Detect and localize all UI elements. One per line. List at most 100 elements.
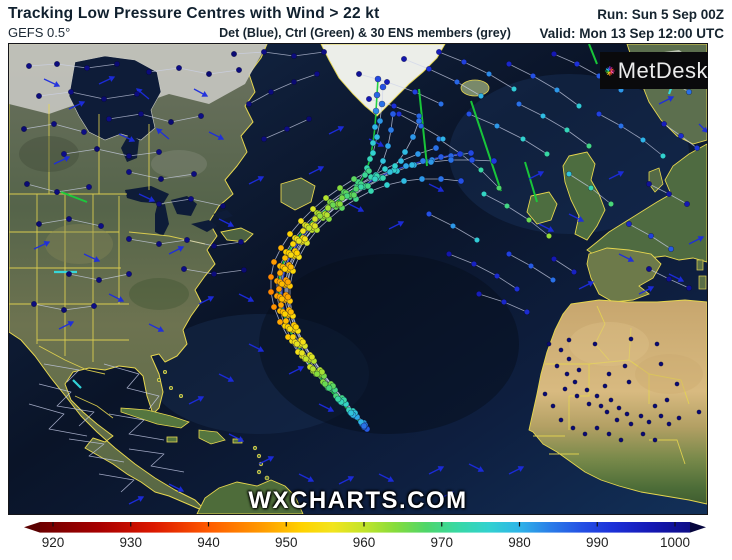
- colorbar-tick: [285, 522, 287, 527]
- ens-track-line: [598, 113, 664, 157]
- storm-centre-dot: [409, 133, 417, 141]
- colorbar-tick: [52, 522, 54, 527]
- low-centre-dot: [465, 111, 472, 118]
- ocean-shade-ne: [449, 74, 689, 234]
- wind-vector-icon: [43, 78, 61, 88]
- low-centre-dot: [65, 216, 72, 223]
- low-centre-dot: [168, 119, 175, 126]
- wind-vector-icon: [528, 171, 545, 180]
- storm-centre-dot: [350, 191, 358, 199]
- low-centre-dot: [645, 266, 652, 273]
- wind-vector-icon: [468, 463, 485, 472]
- colorbar-label: 940: [197, 535, 220, 550]
- low-centre-dot: [607, 201, 614, 208]
- det-centre-dot: [329, 201, 337, 209]
- det-centre-dot: [295, 237, 303, 245]
- low-centre-dot: [400, 56, 407, 63]
- weak-track-line: [103, 363, 160, 410]
- low-centre-dot: [30, 300, 37, 307]
- africa-low-dot: [592, 341, 598, 347]
- low-centre-dot: [35, 92, 42, 99]
- det-centre-dot: [371, 175, 379, 183]
- land-ireland: [526, 191, 558, 225]
- weak-track-line: [128, 448, 185, 473]
- ens-track-line: [358, 73, 442, 105]
- weak-track-line: [28, 403, 88, 437]
- wind-vector-icon: [438, 491, 455, 500]
- wind-vector-icon: [538, 223, 555, 232]
- africa-low-dot: [640, 431, 646, 437]
- low-centre-dot: [453, 78, 460, 85]
- wind-vector-icon: [318, 403, 335, 412]
- africa-low-dot: [626, 379, 632, 385]
- storm-centre-dot: [270, 258, 278, 266]
- africa-low-dot: [542, 391, 548, 397]
- low-centre-dot: [395, 111, 402, 118]
- wind-vector-icon: [136, 88, 150, 100]
- ctrl-segment: [524, 161, 538, 203]
- storm-centre-dot: [293, 249, 301, 257]
- africa-low-dot: [604, 409, 610, 415]
- wind-vector-icon: [83, 253, 101, 263]
- colorbar-right-arrow: [690, 522, 706, 533]
- det-centre-dot: [456, 150, 464, 158]
- low-centre-dot: [114, 60, 121, 67]
- land-south-america: [196, 479, 304, 514]
- storm-centre-dot: [408, 161, 416, 169]
- low-centre-dot: [550, 51, 557, 58]
- storm-centre-dot: [284, 278, 292, 286]
- low-centre-dot: [126, 169, 133, 176]
- ctrl-centre-dot: [275, 285, 283, 293]
- ens-track-line: [438, 51, 515, 90]
- wind-vector-icon: [248, 343, 265, 352]
- colorbar-tick: [207, 522, 210, 527]
- low-centre-dot: [685, 285, 692, 292]
- africa-low-dot: [674, 381, 680, 387]
- ctrl-centre-dot: [372, 107, 380, 115]
- low-centre-dot: [667, 246, 674, 253]
- det-centre-dot: [437, 153, 445, 161]
- low-centre-dot: [126, 236, 133, 243]
- africa-low-dot: [652, 437, 658, 443]
- map-canvas: MetDesk WXCHARTS.COM: [8, 43, 708, 515]
- ctrl-centre-dot: [352, 185, 360, 193]
- low-centre-dot: [439, 136, 446, 143]
- low-centre-dot: [246, 100, 253, 107]
- low-centre-dot: [261, 49, 268, 56]
- low-centre-dot: [510, 85, 517, 92]
- storm-centre-dot: [287, 308, 295, 316]
- storm-centre-dot: [418, 175, 426, 183]
- land-iceland: [460, 79, 490, 97]
- low-centre-dot: [60, 151, 67, 158]
- colorbar-tick: [441, 522, 443, 527]
- low-centre-dot: [647, 233, 654, 240]
- africa-low-dot: [566, 356, 572, 362]
- low-centre-dot: [549, 277, 556, 284]
- low-centre-dot: [587, 185, 594, 192]
- low-centre-dot: [134, 90, 141, 97]
- africa-low-dot: [550, 403, 556, 409]
- ctrl-centre-dot: [281, 254, 289, 262]
- land-corsica: [696, 259, 704, 271]
- wind-vector-icon: [193, 88, 209, 97]
- wind-vector-icon: [228, 433, 245, 442]
- map-geography: [9, 44, 707, 514]
- low-centre-dot: [550, 256, 557, 263]
- low-centre-dot: [220, 203, 227, 210]
- storm-centre-dot: [379, 174, 387, 182]
- colorbar-label: 960: [353, 535, 376, 550]
- weak-track-line: [98, 473, 135, 493]
- ctrl-centre-dot: [360, 422, 368, 430]
- metdesk-logo-text: MetDesk: [617, 57, 708, 83]
- low-centre-dot: [513, 286, 520, 293]
- tracks-overlay: [21, 44, 707, 505]
- africa-low-dot: [638, 413, 644, 419]
- low-centre-dot: [575, 102, 582, 109]
- low-centre-dot: [67, 88, 74, 95]
- low-centre-dot: [539, 113, 546, 120]
- storm-centre-dot: [376, 117, 384, 125]
- storm-centre-dot: [391, 162, 399, 170]
- ocean-shade-deep: [259, 254, 519, 434]
- low-centre-dot: [485, 70, 492, 77]
- low-centre-dot: [126, 153, 133, 160]
